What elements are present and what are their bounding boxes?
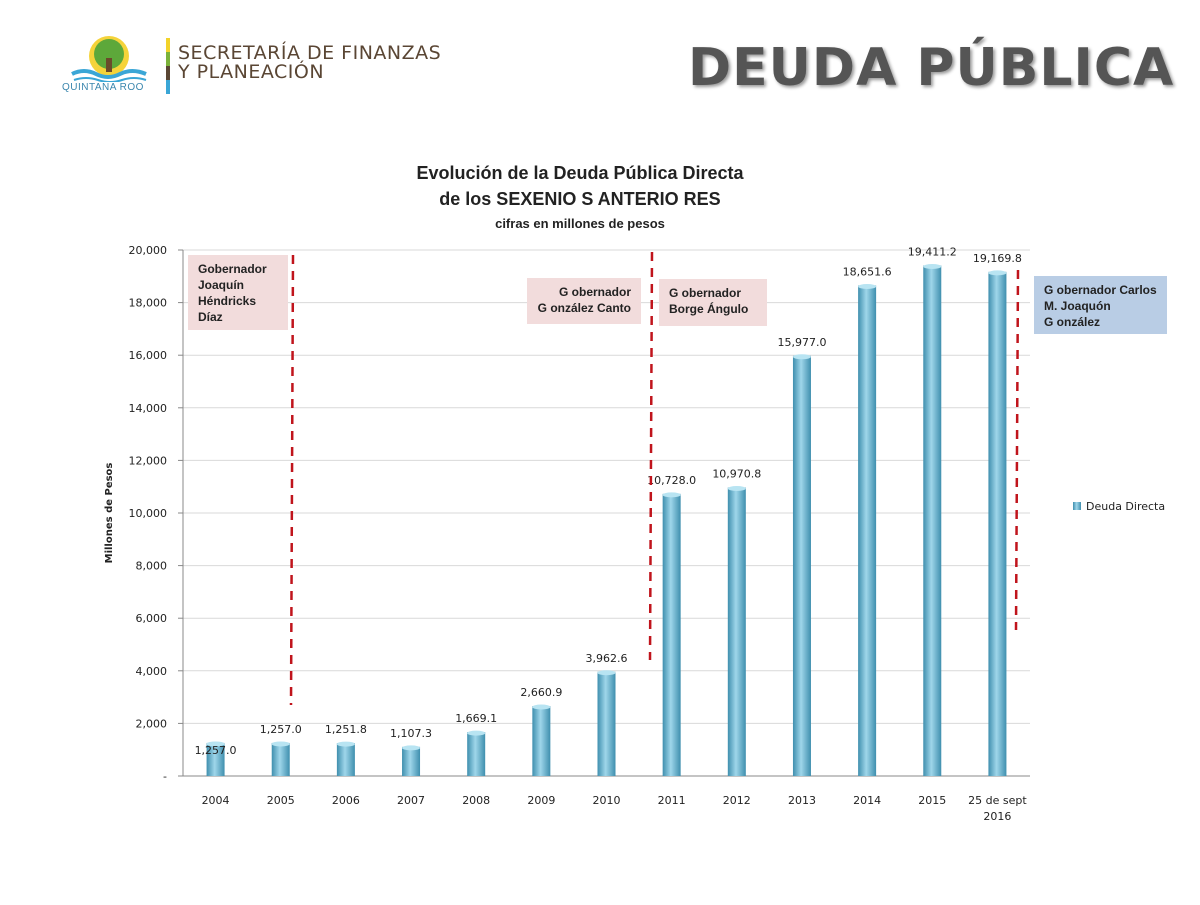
bar-cap [662,492,681,498]
y-tick-label: - [163,770,167,783]
bar [336,743,355,776]
annotation-line: Díaz [198,310,223,324]
logo-line-1: SECRETARÍA DE FINANZAS [178,42,442,64]
x-tick-label: 2012 [723,794,751,807]
logo-sub: QUINTANA ROO [62,82,144,93]
bar [792,355,811,776]
bar-cap [402,745,421,751]
y-tick-label: 14,000 [129,402,168,415]
bar [402,746,421,776]
data-label: 3,962.6 [586,652,628,665]
bar-cap [532,704,551,710]
bar [662,493,681,776]
data-label: 2,660.9 [520,686,562,699]
annotation-line: G obernador [558,285,631,299]
x-tick-label: 2010 [593,794,621,807]
data-label: 1,251.8 [325,723,367,736]
bar-cap [206,741,225,747]
data-label: 15,977.0 [777,336,826,349]
annotation-line: G obernador Carlos [1044,283,1157,297]
period-divider [289,254,295,706]
y-tick-label: 2,000 [136,717,168,730]
bar-cap [467,730,486,736]
annotation-borge-angulo: G obernador Borge Ángulo [659,279,767,326]
data-label: 10,970.8 [712,467,761,480]
bar-cap [923,263,942,269]
x-tick-label: 2015 [918,794,946,807]
logo-line-2: Y PLANEACIÓN [178,61,325,83]
annotation-line: G obernador [669,286,742,300]
page-title: DEUDA PÚBLICA [688,38,1175,98]
y-tick-label: 4,000 [136,665,168,678]
data-label: 19,411.2 [908,245,957,258]
logo-text: SECRETARÍA DE FINANZAS Y PLANEACIÓN [178,44,441,82]
bar [532,706,551,776]
chart-title-line-1: Evolución de la Deuda Pública Directa [416,163,744,183]
y-tick-label: 6,000 [136,612,168,625]
bar-cap [988,270,1007,276]
x-tick-label: 2009 [527,794,555,807]
quintana-roo-logo [71,36,147,82]
bar [206,742,225,776]
y-tick-label: 8,000 [136,560,168,573]
period-divider [648,251,654,661]
bar [858,285,877,776]
bar [467,732,486,776]
x-tick-label: 2005 [267,794,295,807]
annotation-hendricks: Gobernador Joaquín Héndricks Díaz [188,255,288,330]
x-tick-label: 25 de sept [968,794,1027,807]
x-tick-label: 2016 [983,810,1011,823]
annotation-line: Gobernador [198,262,267,276]
logo-color-bar [166,38,170,94]
x-tick-label: 2006 [332,794,360,807]
data-label: 1,257.0 [260,723,302,736]
data-label: 1,669.1 [455,712,497,725]
y-axis-label: Millones de Pesos [104,463,115,564]
x-tick-label: 2008 [462,794,490,807]
bar [988,271,1007,776]
bar-cap [727,485,746,491]
x-tick-label: 2013 [788,794,816,807]
data-label: 19,169.8 [973,252,1022,265]
annotation-line: G onzález Canto [537,301,631,315]
bar-cap [336,741,355,747]
data-label: 1,257.0 [195,744,237,757]
y-tick-label: 18,000 [129,297,168,310]
y-tick-label: 20,000 [129,244,168,257]
bar-cap [858,283,877,289]
annotation-line: Borge Ángulo [669,302,749,316]
annotation-line: M. Joaquón [1044,299,1111,313]
bar [923,265,942,776]
x-tick-label: 2014 [853,794,881,807]
x-tick-label: 2007 [397,794,425,807]
data-label: 1,107.3 [390,727,432,740]
bar [597,671,616,776]
annotation-gonzalez-canto: G obernador G onzález Canto [527,278,641,324]
legend-label: Deuda Directa [1086,500,1165,513]
chart-title-line-2: de los SEXENIO S ANTERIO RES [439,189,721,209]
annotation-line: Héndricks [198,294,257,308]
bar-cap [792,354,811,360]
data-label: 18,651.6 [843,265,892,278]
chart-subtitle: cifras en millones de pesos [495,216,665,231]
data-label: 10,728.0 [647,474,696,487]
y-tick-label: 12,000 [129,454,168,467]
y-tick-label: 10,000 [129,507,168,520]
bar-cap [271,741,290,747]
legend-swatch [1073,502,1081,510]
bar-cap [597,670,616,676]
bar [271,742,290,776]
annotation-line: G onzález [1044,315,1101,329]
annotation-carlos-joaquin: G obernador Carlos M. Joaquón G onzález [1034,276,1167,334]
annotation-line: Joaquín [198,278,245,292]
period-divider [1014,269,1020,631]
bar [727,487,746,776]
y-tick-label: 16,000 [129,349,168,362]
x-tick-label: 2004 [202,794,230,807]
x-tick-label: 2011 [658,794,686,807]
